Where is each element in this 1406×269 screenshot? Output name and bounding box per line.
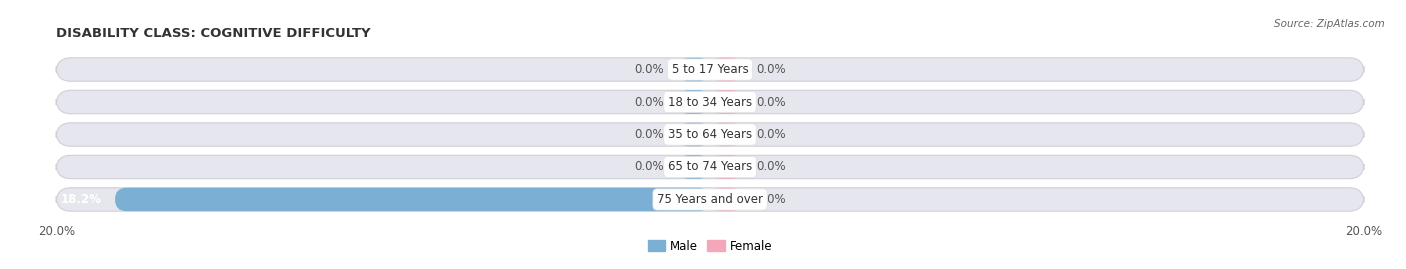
FancyBboxPatch shape — [678, 58, 710, 81]
Text: 18 to 34 Years: 18 to 34 Years — [668, 95, 752, 108]
Text: 0.0%: 0.0% — [634, 161, 664, 174]
FancyBboxPatch shape — [56, 123, 1364, 146]
FancyBboxPatch shape — [710, 188, 742, 211]
Text: DISABILITY CLASS: COGNITIVE DIFFICULTY: DISABILITY CLASS: COGNITIVE DIFFICULTY — [56, 27, 371, 40]
FancyBboxPatch shape — [710, 123, 742, 146]
FancyBboxPatch shape — [710, 90, 742, 114]
Legend: Male, Female: Male, Female — [648, 240, 772, 253]
FancyBboxPatch shape — [710, 155, 742, 179]
Text: 35 to 64 Years: 35 to 64 Years — [668, 128, 752, 141]
Text: 0.0%: 0.0% — [634, 95, 664, 108]
Text: 18.2%: 18.2% — [60, 193, 103, 206]
Text: 0.0%: 0.0% — [756, 128, 786, 141]
FancyBboxPatch shape — [56, 90, 1364, 114]
Text: 0.0%: 0.0% — [756, 193, 786, 206]
FancyBboxPatch shape — [678, 90, 710, 114]
Text: Source: ZipAtlas.com: Source: ZipAtlas.com — [1274, 19, 1385, 29]
Text: 0.0%: 0.0% — [756, 95, 786, 108]
FancyBboxPatch shape — [56, 58, 1364, 81]
FancyBboxPatch shape — [678, 123, 710, 146]
Text: 75 Years and over: 75 Years and over — [657, 193, 763, 206]
Text: 0.0%: 0.0% — [634, 128, 664, 141]
FancyBboxPatch shape — [710, 58, 742, 81]
FancyBboxPatch shape — [56, 155, 1364, 179]
FancyBboxPatch shape — [115, 188, 710, 211]
Text: 65 to 74 Years: 65 to 74 Years — [668, 161, 752, 174]
Text: 0.0%: 0.0% — [756, 63, 786, 76]
Text: 0.0%: 0.0% — [634, 63, 664, 76]
FancyBboxPatch shape — [678, 155, 710, 179]
FancyBboxPatch shape — [56, 188, 1364, 211]
Text: 0.0%: 0.0% — [756, 161, 786, 174]
Text: 5 to 17 Years: 5 to 17 Years — [672, 63, 748, 76]
